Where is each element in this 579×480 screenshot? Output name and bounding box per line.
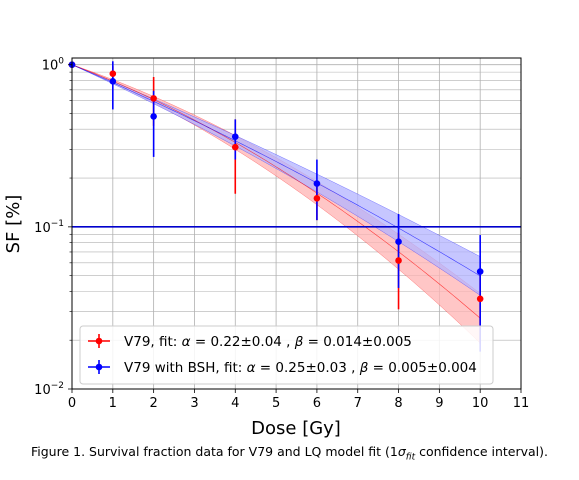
y-tick-label: 100 — [42, 57, 65, 74]
data-point-0 — [231, 143, 239, 151]
x-tick-label: 4 — [231, 396, 239, 411]
data-point-0 — [395, 257, 402, 264]
data-point-1 — [476, 268, 484, 275]
x-tick-label: 11 — [513, 396, 530, 411]
plot-frame — [71, 57, 522, 390]
legend: V79, fit: α = 0.22±0.04 , β = 0.014±0.00… — [79, 325, 494, 385]
x-tick-label: 1 — [109, 396, 117, 411]
y-axis-title: SF [%] — [3, 195, 24, 254]
y-tick-label: 10−1 — [34, 219, 64, 236]
data-points — [68, 61, 484, 303]
x-tick-label: 5 — [272, 396, 280, 411]
x-tick-label: 8 — [394, 396, 402, 411]
x-tick-label: 0 — [68, 396, 76, 411]
x-tick-label: 9 — [435, 396, 443, 411]
legend-label-v79: V79, fit: α = 0.22±0.04 , β = 0.014±0.00… — [124, 334, 412, 350]
fit-curve-0 — [72, 64, 481, 319]
fit-curve-1 — [72, 64, 481, 277]
x-axis-title: Dose [Gy] — [251, 418, 341, 439]
x-tick-label: 10 — [472, 396, 489, 411]
y-tick-label: 10−2 — [34, 381, 64, 398]
legend-entry-v79-bsh: V79 with BSH, fit: α = 0.25±0.03 , β = 0… — [88, 360, 477, 376]
legend-entry-v79: V79, fit: α = 0.22±0.04 , β = 0.014±0.00… — [88, 334, 412, 350]
legend-marker-dot-v79-bsh — [95, 363, 103, 371]
x-tick-label: 6 — [313, 396, 321, 411]
data-point-0 — [109, 70, 117, 78]
data-point-1 — [395, 238, 402, 245]
figure-caption: Figure 1. Survival fraction data for V79… — [30, 444, 549, 463]
data-point-0 — [476, 295, 484, 303]
data-point-0 — [150, 95, 157, 102]
x-tick-label: 3 — [190, 396, 198, 411]
x-axis-ticks: 0 1 2 3 4 5 6 7 8 9 10 11 — [68, 389, 529, 411]
data-point-1 — [109, 78, 117, 85]
y-axis-ticks: 100 10−1 10−2 — [34, 57, 72, 398]
data-point-1 — [231, 133, 239, 140]
x-tick-label: 7 — [354, 396, 362, 411]
x-tick-label: 2 — [149, 396, 157, 411]
survival-fraction-chart: 0 1 2 3 4 5 6 7 8 9 10 11 100 10−1 10−2 Dose [Gy] SF … — [3, 57, 529, 439]
legend-label-v79-bsh: V79 with BSH, fit: α = 0.25±0.03 , β = 0… — [124, 360, 477, 376]
legend-frame — [79, 325, 494, 385]
legend-marker-dot-v79 — [95, 337, 103, 345]
fit-curves — [72, 64, 481, 319]
data-point-1 — [313, 180, 321, 187]
data-point-1 — [150, 113, 157, 120]
data-point-0 — [313, 195, 321, 202]
